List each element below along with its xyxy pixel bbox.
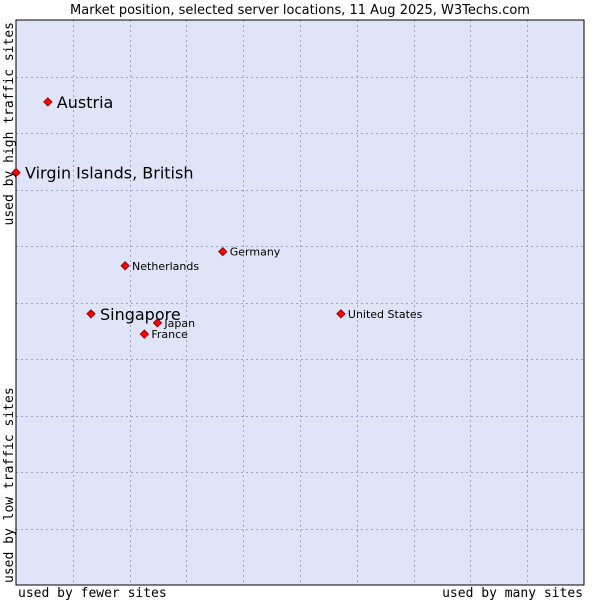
- point-label-netherlands: Netherlands: [132, 260, 199, 273]
- point-label-singapore: Singapore: [100, 305, 181, 324]
- y-axis-label-bottom: used by low traffic sites: [2, 387, 17, 583]
- point-marker-germany: [218, 246, 228, 257]
- data-point-austria: Austria: [43, 93, 114, 112]
- point-marker-singapore: [86, 309, 96, 319]
- point-label-germany: Germany: [230, 246, 281, 259]
- grid-lines: [16, 20, 584, 585]
- point-label-france: France: [151, 328, 188, 341]
- point-marker-japan: [152, 318, 163, 328]
- x-axis-label-right: used by many sites: [442, 586, 583, 600]
- plot-border: [15, 19, 585, 586]
- point-label-united-states: United States: [348, 308, 423, 321]
- point-marker-france: [139, 329, 150, 339]
- point-marker-united-states: [336, 309, 346, 319]
- data-point-germany: Germany: [218, 246, 281, 259]
- data-point-netherlands: Netherlands: [120, 260, 199, 273]
- y-axis-label-top: used by high traffic sites: [2, 22, 17, 226]
- data-point-virgin-islands-british: Virgin Islands, British: [11, 164, 193, 183]
- data-point-united-states: United States: [336, 308, 423, 321]
- point-label-japan: Japan: [163, 317, 195, 330]
- point-marker-netherlands: [120, 261, 130, 271]
- point-label-virgin-islands-british: Virgin Islands, British: [25, 164, 193, 183]
- point-label-austria: Austria: [57, 93, 114, 112]
- data-points: Austria Virgin Islands, British Germany Net…: [11, 93, 423, 341]
- data-point-france: France: [139, 328, 188, 341]
- point-marker-virgin-islands-british: [11, 167, 21, 178]
- x-axis-label-left: used by fewer sites: [18, 586, 167, 600]
- point-marker-austria: [43, 97, 53, 107]
- chart-title: Market position, selected server locatio…: [70, 3, 530, 18]
- data-point-singapore: Singapore: [86, 305, 181, 324]
- data-point-japan: Japan: [152, 317, 195, 330]
